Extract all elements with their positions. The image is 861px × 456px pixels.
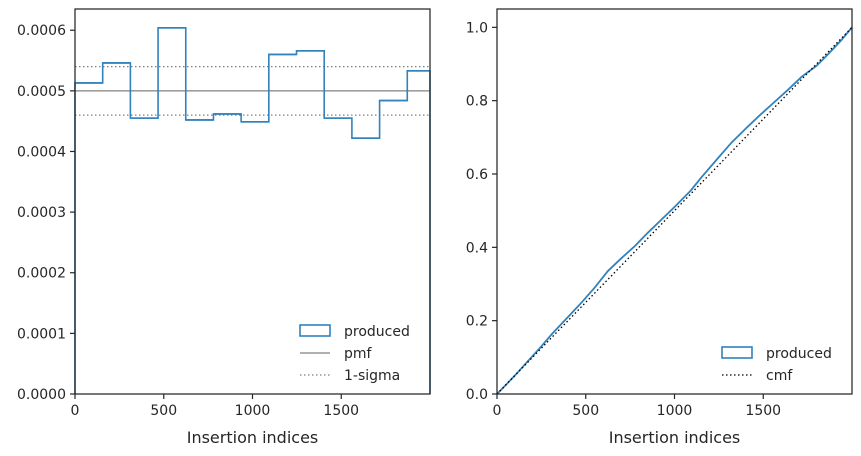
right-y-tick-label: 0.0	[466, 387, 488, 403]
left-x-tick-label: 500	[150, 403, 177, 419]
right-y-tick-label: 0.2	[466, 314, 488, 330]
left-panel: 0 500 1000 1500 0.00000.00010.00020.00030.0…	[17, 8, 431, 447]
right-y-ticks: 0.0 0.2 0.4 0.6 0.8 1.0	[466, 20, 497, 403]
produced-line-series	[496, 26, 853, 395]
left-x-ticks: 0 500 1000 1500	[71, 394, 359, 419]
legend-handle-box	[299, 324, 331, 337]
right-x-tick-label: 1000	[657, 403, 693, 419]
right-legend: produced cmf	[721, 346, 832, 384]
left-legend: produced pmf 1-sigma	[299, 324, 410, 384]
right-x-ticks: 0 500 1000 1500	[493, 394, 781, 419]
left-x-tick-label: 1000	[235, 403, 271, 419]
left-y-tick-label: 0.0002	[17, 266, 66, 282]
right-y-tick-label: 0.8	[466, 94, 488, 110]
right-x-tick-label: 0	[493, 403, 502, 419]
left-y-tick-label: 0.0006	[17, 23, 66, 39]
left-x-tick-label: 0	[71, 403, 80, 419]
legend-label: produced	[766, 346, 832, 362]
left-y-tick-label: 0.0003	[17, 205, 66, 221]
right-y-tick-label: 1.0	[466, 20, 488, 36]
left-plot-area	[74, 26, 431, 394]
legend-handle-box	[721, 346, 753, 359]
legend-label: pmf	[344, 346, 373, 362]
right-panel: 0 500 1000 1500 0.0 0.2 0.4 0.6 0.8 1.0 Insertio…	[466, 8, 853, 447]
cmf-line-series	[496, 26, 853, 395]
left-y-ticks: 0.0000 0.0001 0.0002 0.0003 0.0004 0.0005 0.00…	[17, 23, 75, 403]
right-x-axis-label: Insertion indices	[609, 428, 741, 447]
left-y-tick-label: 0.0005	[17, 84, 66, 100]
legend-label: cmf	[766, 368, 793, 384]
right-x-tick-label: 500	[572, 403, 599, 419]
left-x-tick-label: 1500	[323, 403, 359, 419]
legend-label: 1-sigma	[344, 368, 400, 384]
left-y-tick-label: 0.0000	[17, 387, 66, 403]
right-x-tick-label: 1500	[745, 403, 781, 419]
left-x-axis-label: Insertion indices	[187, 428, 319, 447]
right-y-tick-label: 0.4	[466, 240, 488, 256]
left-y-tick-label: 0.0001	[17, 326, 66, 342]
legend-label: produced	[344, 324, 410, 340]
right-plot-area	[496, 26, 853, 395]
left-y-tick-label: 0.0004	[17, 144, 66, 160]
right-y-tick-label: 0.6	[466, 167, 488, 183]
